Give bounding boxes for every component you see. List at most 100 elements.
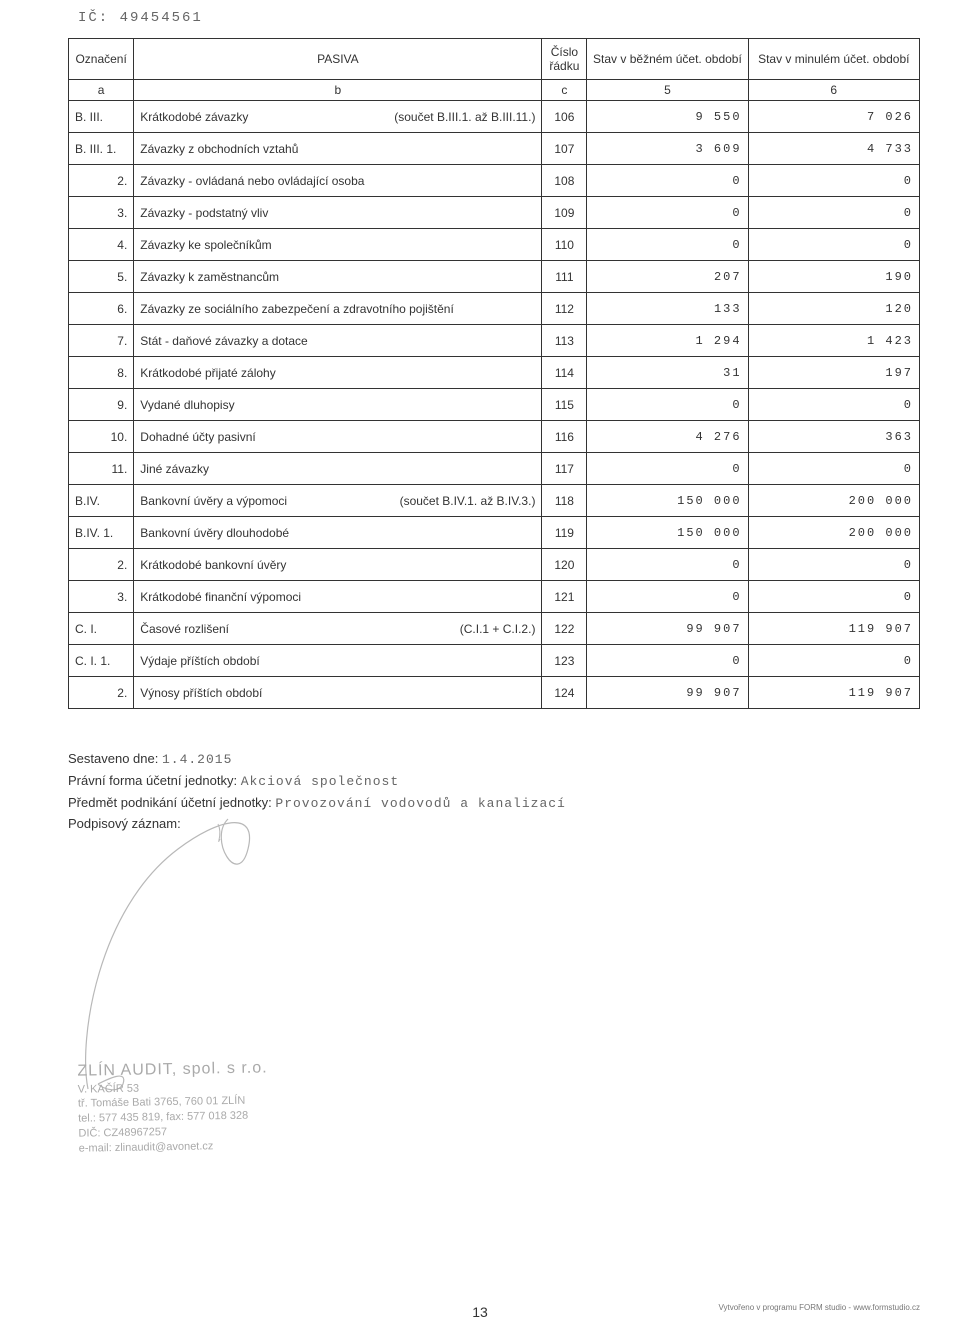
cell-bezne: 133 [587, 293, 748, 325]
sestaveno-value: 1.4.2015 [162, 752, 232, 767]
cell-bezne: 207 [587, 261, 748, 293]
desc-text: Krátkodobé přijaté zálohy [140, 366, 275, 380]
desc-text: Závazky ze sociálního zabezpečení a zdra… [140, 302, 454, 316]
desc-text: Krátkodobé bankovní úvěry [140, 558, 286, 572]
cell-oznaceni: B. III. 1. [69, 133, 134, 165]
cell-minule: 200 000 [748, 517, 919, 549]
cell-minule: 7 026 [748, 101, 919, 133]
stamp: ZLÍN AUDIT, spol. s r.o. V. KAČÍR 53 tř.… [77, 1058, 269, 1157]
cell-cislo: 113 [542, 325, 587, 357]
cell-cislo: 123 [542, 645, 587, 677]
cell-desc: Krátkodobé přijaté zálohy [134, 357, 542, 389]
table-row: B.IV.Bankovní úvěry a výpomoci(součet B.… [69, 485, 920, 517]
cell-desc: Závazky - ovládaná nebo ovládající osoba [134, 165, 542, 197]
cell-cislo: 106 [542, 101, 587, 133]
cell-minule: 197 [748, 357, 919, 389]
table-row: 9.Vydané dluhopisy11500 [69, 389, 920, 421]
cell-bezne: 0 [587, 549, 748, 581]
cell-cislo: 112 [542, 293, 587, 325]
desc-text: Bankovní úvěry dlouhodobé [140, 526, 289, 540]
th-oznaceni: Označení [69, 39, 134, 80]
ic-number: IČ: 49454561 [78, 10, 920, 26]
stamp-line-6: e-mail: zlinaudit@avonet.cz [79, 1138, 270, 1156]
cell-desc: Závazky ze sociálního zabezpečení a zdra… [134, 293, 542, 325]
cell-cislo: 119 [542, 517, 587, 549]
cell-minule: 119 907 [748, 677, 919, 709]
th-6: 6 [748, 80, 919, 101]
cell-desc: Výdaje příštích období [134, 645, 542, 677]
cell-desc: Závazky - podstatný vliv [134, 197, 542, 229]
cell-cislo: 121 [542, 581, 587, 613]
cell-cislo: 120 [542, 549, 587, 581]
cell-minule: 200 000 [748, 485, 919, 517]
table-row: 6.Závazky ze sociálního zabezpečení a zd… [69, 293, 920, 325]
desc-text: Bankovní úvěry a výpomoci [140, 494, 287, 508]
cell-desc: Závazky z obchodních vztahů [134, 133, 542, 165]
cell-bezne: 0 [587, 389, 748, 421]
cell-minule: 4 733 [748, 133, 919, 165]
th-a: a [69, 80, 134, 101]
desc-text: Závazky k zaměstnancům [140, 270, 279, 284]
cell-minule: 1 423 [748, 325, 919, 357]
cell-oznaceni: 2. [69, 677, 134, 709]
pravni-label: Právní forma účetní jednotky: [68, 773, 241, 788]
table-row: B. III.Krátkodobé závazky(součet B.III.1… [69, 101, 920, 133]
pravni-value: Akciová společnost [241, 774, 399, 789]
cell-oznaceni: 5. [69, 261, 134, 293]
cell-bezne: 0 [587, 165, 748, 197]
cell-desc: Vydané dluhopisy [134, 389, 542, 421]
cell-bezne: 0 [587, 229, 748, 261]
th-5: 5 [587, 80, 748, 101]
table-row: 4.Závazky ke společníkům11000 [69, 229, 920, 261]
table-row: B.IV. 1.Bankovní úvěry dlouhodobé119150 … [69, 517, 920, 549]
desc-text: Časové rozlišení [140, 622, 229, 636]
desc-text: Závazky ke společníkům [140, 238, 271, 252]
desc-text: Krátkodobé závazky [140, 110, 248, 124]
cell-cislo: 116 [542, 421, 587, 453]
cell-bezne: 31 [587, 357, 748, 389]
desc-text: Stát - daňové závazky a dotace [140, 334, 307, 348]
cell-bezne: 9 550 [587, 101, 748, 133]
cell-oznaceni: C. I. [69, 613, 134, 645]
cell-minule: 120 [748, 293, 919, 325]
cell-desc: Dohadné účty pasivní [134, 421, 542, 453]
cell-bezne: 0 [587, 581, 748, 613]
cell-cislo: 114 [542, 357, 587, 389]
table-row: 2.Krátkodobé bankovní úvěry12000 [69, 549, 920, 581]
cell-bezne: 3 609 [587, 133, 748, 165]
cell-desc: Závazky k zaměstnancům [134, 261, 542, 293]
stamp-line-1: ZLÍN AUDIT, spol. s r.o. [77, 1058, 268, 1083]
th-cislo: Číslo řádku [542, 39, 587, 80]
table-row: 8.Krátkodobé přijaté zálohy11431197 [69, 357, 920, 389]
cell-cislo: 122 [542, 613, 587, 645]
cell-bezne: 99 907 [587, 613, 748, 645]
cell-bezne: 150 000 [587, 517, 748, 549]
cell-oznaceni: 3. [69, 581, 134, 613]
desc-suffix: (C.I.1 + C.I.2.) [460, 622, 536, 636]
cell-bezne: 4 276 [587, 421, 748, 453]
cell-minule: 119 907 [748, 613, 919, 645]
cell-desc: Krátkodobé bankovní úvěry [134, 549, 542, 581]
cell-minule: 0 [748, 549, 919, 581]
table-row: 10.Dohadné účty pasivní1164 276363 [69, 421, 920, 453]
cell-minule: 190 [748, 261, 919, 293]
cell-minule: 0 [748, 389, 919, 421]
desc-text: Závazky - podstatný vliv [140, 206, 268, 220]
cell-desc: Výnosy příštích období [134, 677, 542, 709]
desc-text: Krátkodobé finanční výpomoci [140, 590, 301, 604]
cell-cislo: 124 [542, 677, 587, 709]
cell-oznaceni: 3. [69, 197, 134, 229]
cell-bezne: 0 [587, 197, 748, 229]
table-row: 11.Jiné závazky11700 [69, 453, 920, 485]
cell-oznaceni: 11. [69, 453, 134, 485]
table-row: 7.Stát - daňové závazky a dotace1131 294… [69, 325, 920, 357]
cell-minule: 0 [748, 581, 919, 613]
cell-desc: Stát - daňové závazky a dotace [134, 325, 542, 357]
table-row: C. I. 1.Výdaje příštích období12300 [69, 645, 920, 677]
sestaveno-label: Sestaveno dne: [68, 751, 162, 766]
table-row: 2.Výnosy příštích období12499 907119 907 [69, 677, 920, 709]
table-row: C. I. Časové rozlišení (C.I.1 + C.I.2.) 122… [69, 613, 920, 645]
table-row: 5.Závazky k zaměstnancům111207190 [69, 261, 920, 293]
desc-text: Výdaje příštích období [140, 654, 259, 668]
desc-text: Výnosy příštích období [140, 686, 262, 700]
